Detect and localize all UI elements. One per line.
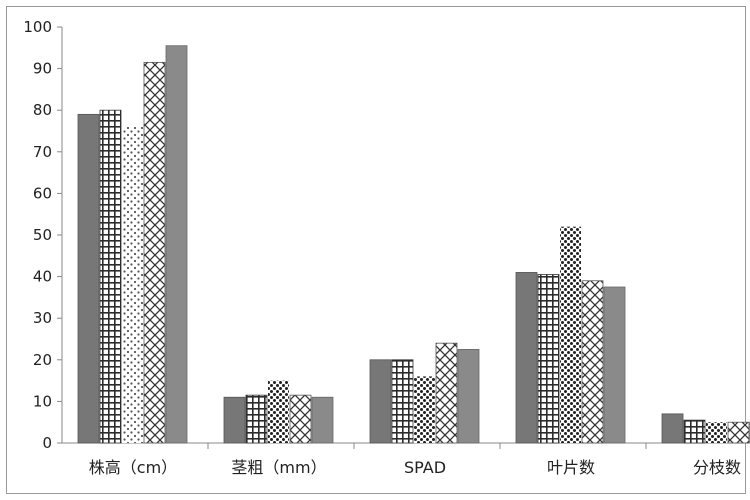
y-tick-label: 20 bbox=[33, 351, 52, 369]
x-category-label: 株高（cm） bbox=[89, 458, 177, 477]
bar-solid-dark-0 bbox=[77, 113, 100, 444]
y-tick-label: 30 bbox=[33, 309, 52, 327]
bar-solid-dark-1 bbox=[223, 396, 246, 444]
bar-dots-sparse-1 bbox=[268, 380, 289, 443]
bar-grid-2 bbox=[391, 359, 414, 444]
bar-solid-dark-4 bbox=[661, 413, 684, 444]
bar-grid-3 bbox=[537, 274, 560, 444]
y-tick-label: 0 bbox=[42, 434, 52, 452]
bar-solid-dark-3 bbox=[515, 272, 538, 444]
bar-dots-sparse-2 bbox=[414, 376, 435, 443]
bar-solid-light-2 bbox=[457, 348, 480, 444]
bar-crosshatch-1 bbox=[289, 394, 312, 444]
y-tick-label: 10 bbox=[33, 392, 52, 410]
y-tick-label: 70 bbox=[33, 143, 52, 161]
bar-crosshatch-3 bbox=[581, 280, 604, 444]
y-tick-label: 80 bbox=[33, 101, 52, 119]
x-category-label: SPAD bbox=[404, 458, 446, 477]
bar-grid-0 bbox=[99, 109, 122, 444]
bar-solid-light-3 bbox=[603, 286, 626, 444]
bar-dots-sparse-3 bbox=[560, 226, 581, 443]
y-tick-label: 90 bbox=[33, 60, 52, 78]
bar-crosshatch-4 bbox=[727, 421, 750, 444]
y-tick-label: 40 bbox=[33, 268, 52, 286]
bar-crosshatch-0 bbox=[143, 61, 166, 444]
y-tick-label: 50 bbox=[33, 226, 52, 244]
x-category-label: 分枝数 bbox=[693, 458, 741, 477]
bar-dots-sparse-0 bbox=[122, 126, 143, 443]
bar-crosshatch-2 bbox=[435, 342, 458, 444]
bar-dots-sparse-4 bbox=[706, 422, 727, 443]
y-tick-label: 60 bbox=[33, 184, 52, 202]
x-category-label: 茎粗（mm） bbox=[231, 458, 326, 477]
bar-solid-dark-2 bbox=[369, 359, 392, 444]
x-category-label: 叶片数 bbox=[547, 458, 595, 477]
bar-grid-1 bbox=[245, 394, 268, 444]
bar-solid-light-1 bbox=[311, 396, 334, 444]
bar-grid-4 bbox=[683, 419, 706, 444]
bar-solid-light-0 bbox=[165, 45, 188, 444]
y-tick-label: 100 bbox=[23, 18, 52, 36]
